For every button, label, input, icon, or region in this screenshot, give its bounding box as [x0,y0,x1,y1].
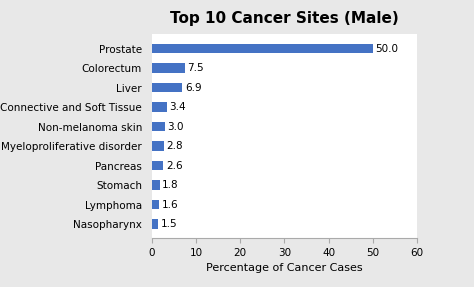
Bar [152,83,182,92]
Text: 50.0: 50.0 [375,44,399,54]
Text: 2.8: 2.8 [167,141,183,151]
Text: 3.0: 3.0 [168,122,184,131]
Bar [152,63,185,73]
Text: 1.6: 1.6 [162,199,178,210]
Text: 6.9: 6.9 [185,83,201,93]
Text: 2.6: 2.6 [166,160,182,170]
Bar [152,180,160,190]
Text: 1.5: 1.5 [161,219,178,229]
Bar [152,102,167,112]
Text: 3.4: 3.4 [169,102,186,112]
Bar [152,161,163,170]
Bar [152,122,165,131]
Text: 1.8: 1.8 [162,180,179,190]
Title: Top 10 Cancer Sites (Male): Top 10 Cancer Sites (Male) [170,11,399,26]
Bar [152,200,159,210]
Bar [152,219,158,229]
X-axis label: Percentage of Cancer Cases: Percentage of Cancer Cases [206,263,363,274]
Text: 7.5: 7.5 [188,63,204,73]
Bar [152,44,373,53]
Bar [152,141,164,151]
